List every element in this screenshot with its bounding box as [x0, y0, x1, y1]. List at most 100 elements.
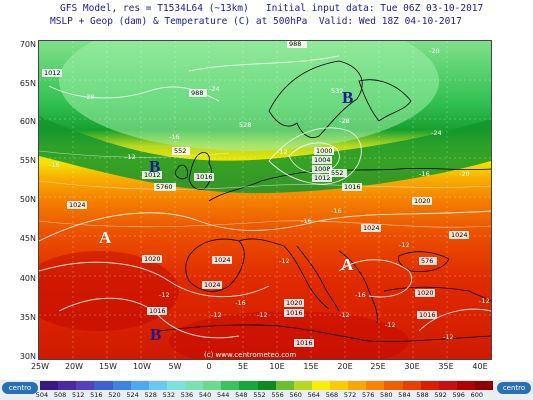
colorbar-tick-label: 560: [289, 391, 302, 399]
colorbar-swatch: [58, 381, 77, 390]
temp-label: -12: [399, 241, 410, 249]
colorbar-swatch: [76, 381, 95, 390]
colorbar-tick-label: 564: [307, 391, 321, 399]
pressure-label-1012c: 1012: [314, 174, 331, 182]
colorbar-swatch: [275, 381, 294, 390]
colorbar-tick-label: 544: [216, 391, 230, 399]
colorbar-swatch: [330, 381, 349, 390]
high-pressure-center: A: [99, 228, 112, 247]
temp-label: -24: [209, 85, 220, 93]
colorbar-tick-label: 524: [126, 391, 139, 399]
geop-label-532: 532: [331, 87, 343, 95]
lon-label-20e: 20E: [337, 362, 353, 371]
temp-label: -16: [355, 291, 366, 299]
temp-label: -16: [235, 299, 246, 307]
colorbar-tick-label: 568: [325, 391, 339, 399]
temp-label: -20: [459, 170, 470, 178]
pressure-label-1016d: 1016: [286, 309, 303, 317]
colorbar-tick-label: 516: [90, 391, 103, 399]
map-title-line1: GFS Model, res = T1534L64 (~13km) Initia…: [60, 3, 484, 14]
colorbar-tick-label: 552: [253, 391, 266, 399]
colorbar-labels: 504 508 512 516 520 524 528 532 536 540 544 548 552 5…: [36, 391, 510, 400]
pressure-label-1024b: 1024: [363, 224, 380, 232]
pressure-label-1012b: 1012: [144, 171, 161, 179]
lat-label-60n: 60N: [19, 117, 36, 126]
isobars: [39, 55, 491, 339]
pressure-label-1000: 1000: [316, 147, 333, 155]
colorbar-tick-label: 540: [198, 391, 212, 399]
lat-label-55n: 55N: [19, 156, 36, 165]
low-pressure-center: B: [150, 325, 161, 344]
geop-label-576: 576: [421, 257, 433, 265]
colorbar-tick-label: 584: [398, 391, 411, 399]
geop-label-552b: 552: [331, 169, 343, 177]
pressure-centers: B B B A A: [99, 88, 354, 344]
colorbar-tick-label: 572: [343, 391, 357, 399]
centrometeo-logo-right: centro: [497, 382, 531, 394]
colorbar-tick-label: 520: [108, 391, 121, 399]
colorbar-swatch: [40, 381, 59, 390]
warm-core: [39, 251, 179, 331]
temp-label: -12: [277, 148, 288, 156]
temp-label: -28: [339, 117, 350, 125]
colorbar-swatch: [311, 381, 330, 390]
temp-label: -16: [419, 170, 430, 178]
pressure-label-1012: 1012: [44, 69, 61, 77]
map-title-line2: MSLP + Geop (dam) & Temperature (C) at 5…: [50, 16, 462, 27]
colorbar-swatch: [438, 381, 457, 390]
lon-label-40e: 40E: [472, 362, 488, 371]
temp-label: -16: [331, 207, 342, 215]
lat-label-50n: 50N: [19, 195, 36, 204]
temp-label: -16: [301, 217, 312, 225]
lat-label-70n: 70N: [19, 40, 36, 49]
lon-label-10e: 10E: [269, 362, 285, 371]
colorbar-swatch: [203, 381, 222, 390]
pressure-label-988b: 988: [191, 89, 203, 97]
colorbar-swatch: [148, 381, 167, 390]
pressure-label-1024: 1024: [69, 201, 86, 209]
pressure-label-1024e: 1024: [204, 281, 221, 289]
pressure-label-1016e: 1016: [296, 339, 313, 347]
colorbar-tick-label: 596: [452, 391, 465, 399]
temp-label: -12: [479, 297, 490, 305]
temp-label: -12: [339, 311, 350, 319]
lat-label-45n: 45N: [19, 234, 36, 243]
low-pressure-center: B: [342, 88, 353, 107]
colorbar-swatch: [257, 381, 276, 390]
colorbar-swatch: [293, 381, 312, 390]
lon-label-15e: 15E: [303, 362, 319, 371]
colorbar-swatch: [384, 381, 403, 390]
pressure-label-1024d: 1024: [214, 256, 231, 264]
colorbar-tick-label: 504: [35, 391, 49, 399]
colorbar-swatch: [348, 381, 367, 390]
cold-air-mass: [59, 41, 439, 151]
pressure-label-1020: 1020: [414, 197, 431, 205]
colorbar-swatch: [475, 381, 494, 390]
temp-label: -16: [169, 133, 180, 141]
colorbar-tick-label: 576: [361, 391, 375, 399]
geop-label-5760: 5760: [156, 183, 173, 191]
pressure-label-1016: 1016: [196, 173, 213, 181]
temp-label: -12: [125, 153, 136, 161]
pressure-label-1016b: 1016: [344, 183, 361, 191]
lon-label-15w: 15W: [98, 362, 118, 371]
geopotential-lines: [39, 150, 491, 228]
pressure-label-988: 988: [289, 41, 301, 48]
lon-label-5e: 5E: [237, 362, 249, 371]
centrometeo-logo-left: centro: [2, 382, 38, 394]
lon-label-0: 0: [206, 362, 212, 371]
colorbar-tick-label: 580: [380, 391, 393, 399]
lat-label-65n: 65N: [19, 79, 36, 88]
pressure-label-1020b: 1020: [144, 255, 161, 263]
lon-label-35e: 35E: [438, 362, 454, 371]
geop-label-528: 528: [239, 121, 251, 129]
temp-label: -12: [385, 321, 396, 329]
colorbar: [40, 381, 494, 390]
colorbar-swatch: [185, 381, 204, 390]
lat-label-35n: 35N: [19, 313, 36, 322]
temp-label: -20: [429, 47, 440, 55]
colorbar-tick-label: 528: [144, 391, 157, 399]
colorbar-tick-label: 532: [162, 391, 176, 399]
temp-label: -24: [431, 129, 442, 137]
lon-label-5w: 5W: [168, 362, 182, 371]
